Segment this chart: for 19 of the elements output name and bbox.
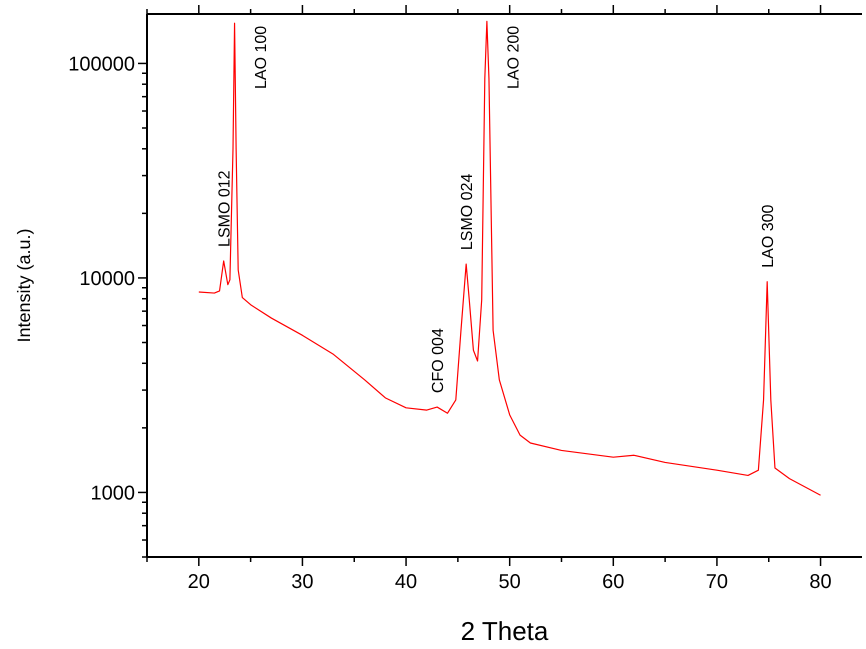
x-tick-label: 50 [498, 571, 521, 593]
x-tick-label: 80 [809, 571, 832, 593]
annotation: LAO 200 [505, 26, 522, 89]
annotation: CFO 004 [430, 328, 447, 394]
y-tick-label: 100000 [68, 53, 135, 76]
line-series [198, 20, 822, 496]
x-axis-title: 2 Theta [460, 616, 549, 646]
annotation: LAO 300 [760, 204, 777, 268]
x-tick-label: 40 [394, 571, 418, 593]
x-tick-label: 30 [291, 571, 314, 593]
annotation: LAO 100 [253, 26, 270, 89]
y-axis-title: Intensity (a.u.) [14, 228, 34, 343]
x-tick-label: 70 [706, 571, 728, 593]
y-tick-label: 1000 [90, 482, 135, 504]
x-tick-label: 20 [188, 571, 210, 593]
annotation: LSMO 012 [216, 170, 234, 247]
y-tick-label: 10000 [79, 268, 135, 290]
annotation: LSMO 024 [458, 174, 476, 250]
x-tick-label: 60 [602, 571, 624, 593]
